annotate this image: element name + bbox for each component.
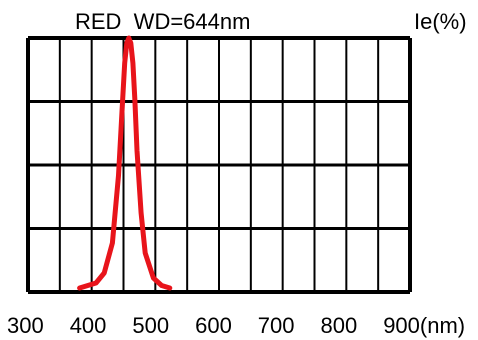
x-tick-labels: 300 400 500 600 700 800 900(nm) <box>7 313 465 338</box>
x-tick-label: 600 <box>195 313 232 338</box>
chart-grid <box>26 36 412 294</box>
x-tick-label: 800 <box>321 313 358 338</box>
x-tick-label: 500 <box>132 313 169 338</box>
series-line-red <box>77 35 173 291</box>
x-tick-label: 900(nm) <box>383 313 465 338</box>
x-tick-label: 700 <box>258 313 295 338</box>
x-tick-label: 300 <box>7 313 44 338</box>
x-tick-label: 400 <box>70 313 107 338</box>
chart-title: RED WD=644nm <box>75 9 250 34</box>
y-axis-label: Ie(%) <box>414 9 467 34</box>
